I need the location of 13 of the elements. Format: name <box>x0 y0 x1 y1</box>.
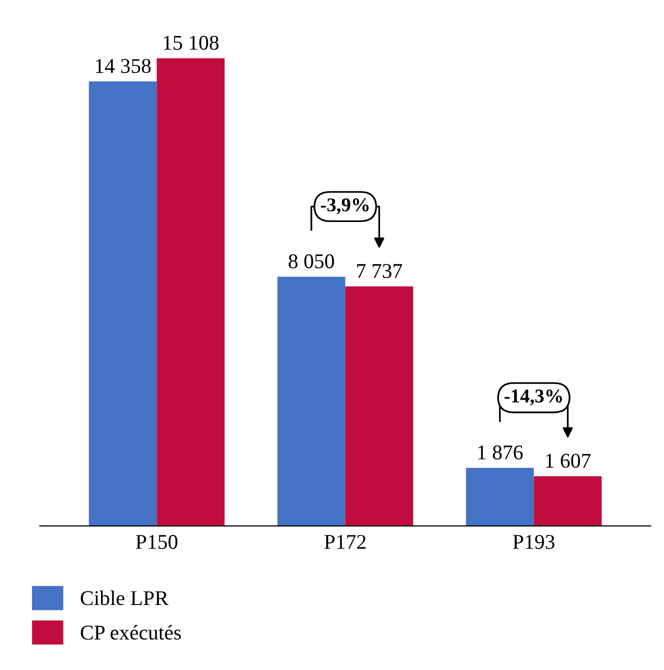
annotation: -14,3% <box>504 389 562 406</box>
data-label: 7 737 <box>357 264 402 278</box>
data-label: 15 108 <box>164 36 219 50</box>
legend-label: Cible LPR <box>80 590 168 606</box>
data-label: 8 050 <box>288 254 334 268</box>
x-tick-label: P193 <box>513 534 554 549</box>
data-label: 1 607 <box>546 454 591 468</box>
x-tick-label: P172 <box>324 534 366 549</box>
legend-label: CP exécutés <box>80 624 181 640</box>
annotation: -3,9% <box>320 198 369 214</box>
x-tick-label: P150 <box>136 534 178 549</box>
data-label: 1 876 <box>478 445 523 460</box>
data-label: 14 358 <box>96 58 151 74</box>
